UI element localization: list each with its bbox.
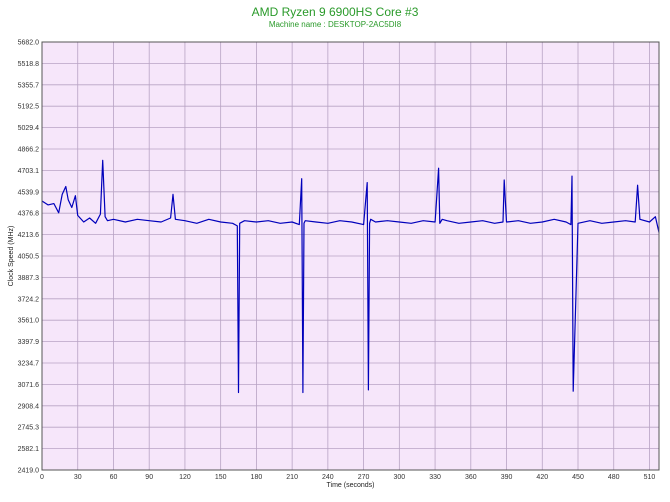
y-axis-title: Clock Speed (MHz) (8, 226, 15, 287)
grid (42, 42, 659, 470)
y-tick-label: 2582.1 (18, 446, 40, 453)
x-tick-label: 0 (40, 474, 44, 481)
plot-border (41, 41, 660, 471)
x-axis-title: Time (seconds) (327, 482, 375, 489)
y-tick-label: 3071.6 (18, 382, 40, 389)
x-tick-label: 420 (536, 474, 548, 481)
y-tick-label: 3887.3 (18, 275, 40, 282)
chart-title: AMD Ryzen 9 6900HS Core #3 (251, 5, 419, 19)
x-tick-label: 210 (286, 474, 298, 481)
x-tick-label: 150 (215, 474, 227, 481)
series-layer (41, 159, 660, 394)
y-tick-label: 5355.7 (18, 82, 40, 89)
y-tick-label: 5518.8 (18, 61, 40, 68)
y-tick-label: 3234.7 (18, 361, 40, 368)
y-tick-label: 2745.3 (18, 425, 40, 432)
y-tick-label: 4866.2 (18, 147, 40, 154)
y-tick-label: 5192.5 (18, 104, 40, 111)
x-tick-label: 510 (644, 474, 656, 481)
y-tick-label: 5029.4 (18, 125, 40, 132)
series-line (41, 159, 660, 394)
x-tick-label: 330 (429, 474, 441, 481)
x-tick-label: 120 (179, 474, 191, 481)
x-tick-label: 450 (572, 474, 584, 481)
y-tick-label: 4539.9 (18, 189, 40, 196)
x-tick-label: 240 (322, 474, 334, 481)
x-tick-label: 90 (145, 474, 153, 481)
y-axis-ticks: 2419.0 2582.1 2745.3 2908.4 3071.6 3234.7 3397… (18, 40, 40, 475)
y-tick-label: 4376.8 (18, 211, 40, 218)
x-tick-label: 180 (251, 474, 263, 481)
y-tick-label: 3561.0 (18, 318, 40, 325)
y-tick-label: 4050.5 (18, 254, 40, 261)
x-tick-label: 480 (608, 474, 620, 481)
x-tick-label: 30 (74, 474, 82, 481)
x-tick-label: 360 (465, 474, 477, 481)
x-axis-ticks: 0 30 60 90 120 150 180 210 240 270 300 330 360 390 420… (40, 474, 655, 481)
y-tick-label: 5682.0 (18, 40, 40, 47)
y-tick-label: 3724.2 (18, 296, 40, 303)
y-tick-label: 4703.1 (18, 168, 40, 175)
y-tick-label: 2419.0 (18, 468, 40, 475)
y-tick-label: 2908.4 (18, 403, 40, 410)
x-tick-label: 270 (358, 474, 370, 481)
x-tick-label: 60 (110, 474, 118, 481)
x-tick-label: 390 (501, 474, 513, 481)
y-tick-label: 4213.6 (18, 232, 40, 239)
x-tick-label: 300 (393, 474, 405, 481)
chart-subtitle: Machine name : DESKTOP-2AC5DI8 (268, 20, 402, 29)
y-tick-label: 3397.9 (18, 339, 40, 346)
